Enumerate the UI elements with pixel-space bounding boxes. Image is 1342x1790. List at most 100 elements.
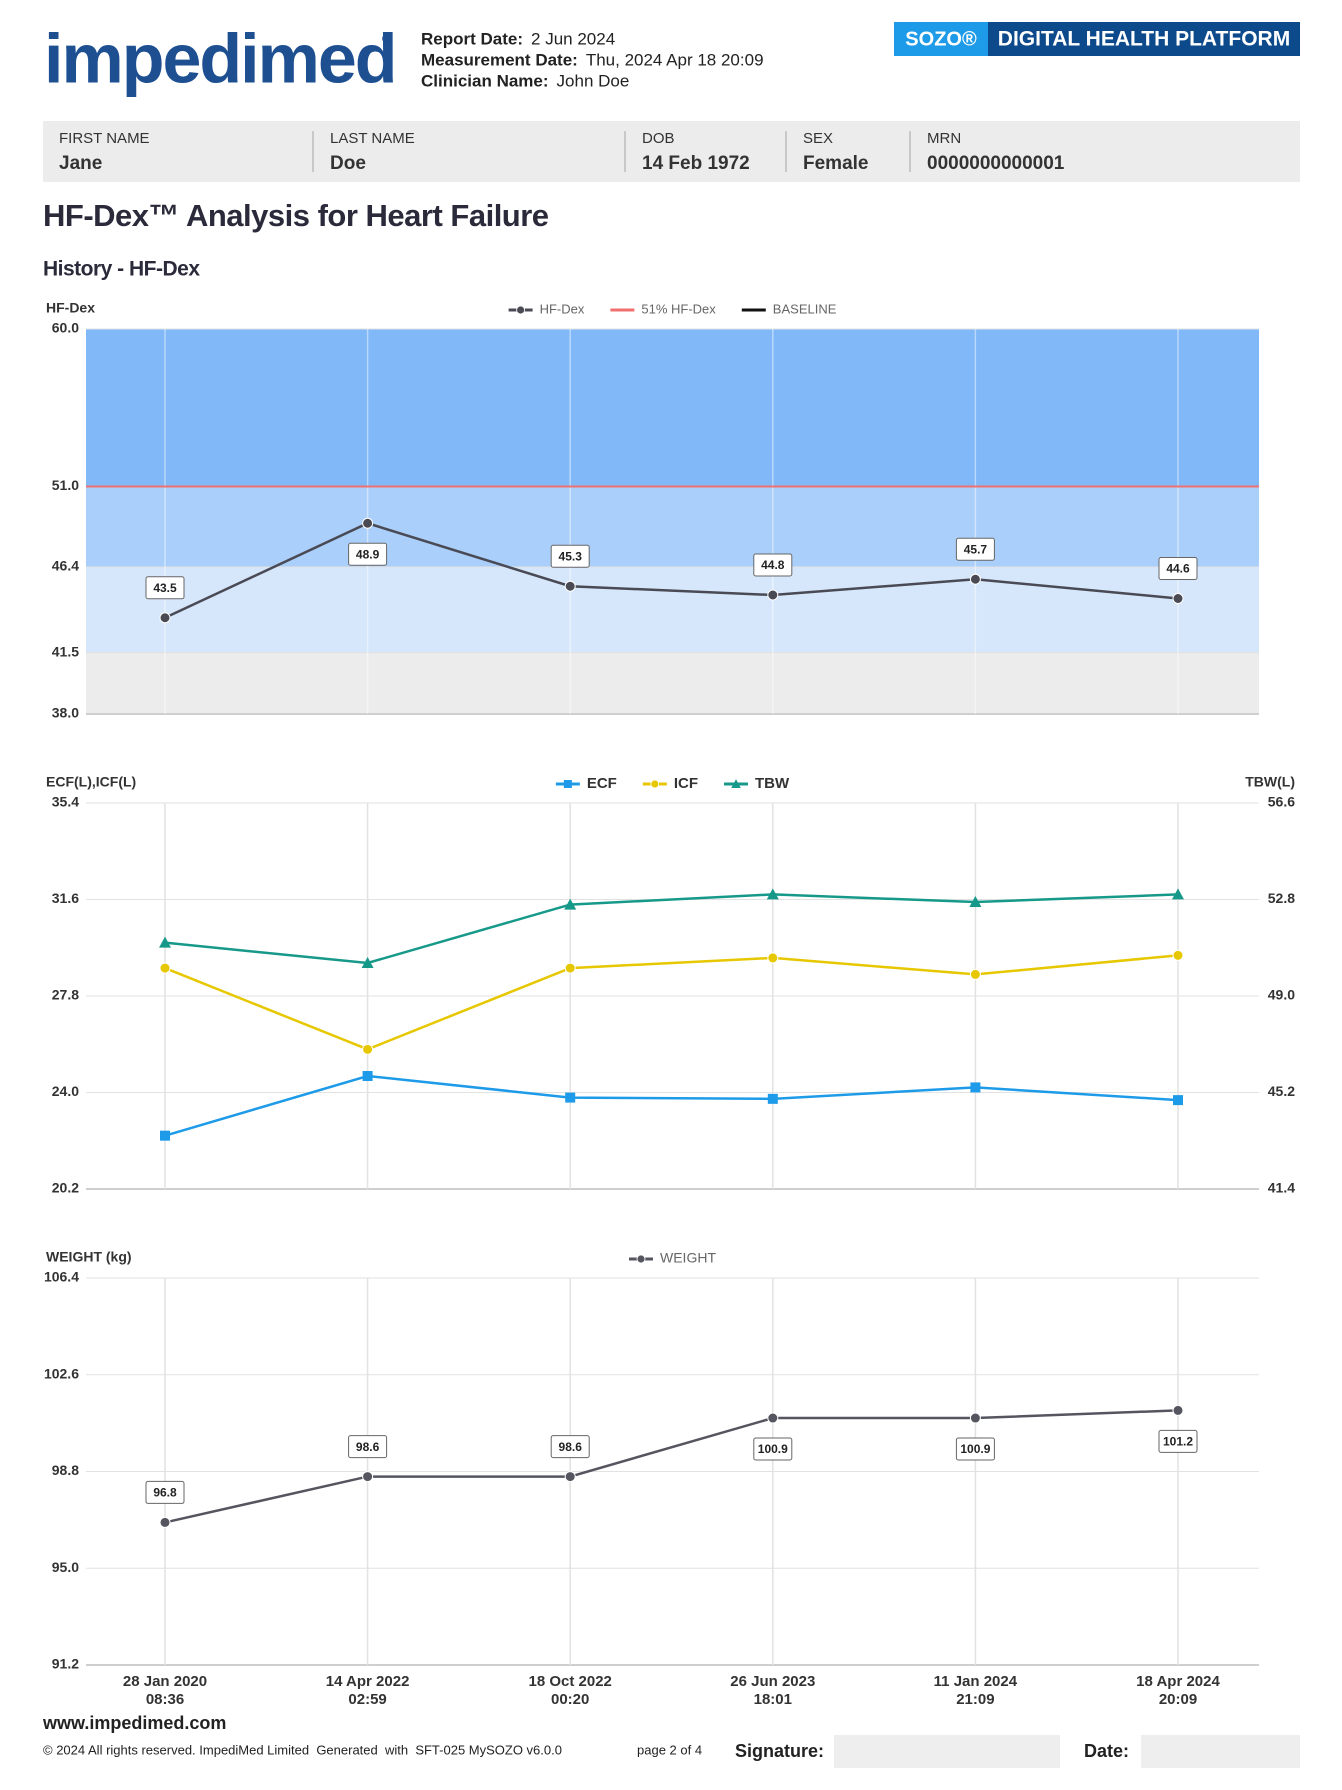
value-label: 43.5	[153, 581, 177, 595]
marker	[361, 956, 374, 968]
value-label-box	[955, 537, 995, 561]
value-label-box	[145, 1480, 185, 1504]
x-tick-label: 11 Jan 2024 21:09	[933, 1673, 1018, 1708]
marker	[564, 962, 576, 974]
info-value: Thu, 2024 Apr 18 20:09	[586, 50, 764, 69]
value-label: 48.9	[356, 547, 380, 561]
info-label: Measurement Date:	[421, 50, 578, 69]
x-tick-label: 26 Jun 2023 18:01	[730, 1673, 816, 1708]
y2-tick-label: 41.4	[1268, 1180, 1295, 1196]
value-label: 98.6	[356, 1440, 380, 1454]
y-tick-label: 41.5	[52, 643, 79, 659]
patient-value: Jane	[59, 153, 102, 174]
x-tick-label: 28 Jan 2020 08:36	[122, 1673, 208, 1708]
patient-value: 0000000000001	[927, 153, 1065, 174]
y2-tick-label: 49.0	[1268, 987, 1295, 1003]
marker	[159, 962, 171, 974]
legend-label: HF-Dex	[540, 301, 585, 316]
info-label: Report Date:	[421, 29, 523, 48]
marker	[362, 1471, 374, 1483]
marker	[564, 580, 576, 592]
legend-marker	[516, 305, 526, 315]
page-number: page 2 of 4	[637, 1742, 702, 1757]
y-axis-title: HF-Dex	[46, 300, 95, 316]
badge-left-bg	[894, 22, 988, 56]
y-tick-label: 20.2	[52, 1180, 79, 1196]
marker	[1172, 593, 1184, 604]
y-tick-label: 27.8	[52, 987, 79, 1003]
info-value: John Doe	[557, 71, 630, 90]
patient-label: FIRST NAME	[59, 130, 150, 147]
marker	[970, 1082, 981, 1093]
zone-band	[86, 329, 1259, 487]
value-label-box	[348, 542, 388, 566]
marker	[767, 952, 779, 964]
badge-right-bg	[988, 22, 1300, 56]
value-label: 45.3	[559, 549, 583, 563]
logo-mark: ®	[382, 31, 393, 47]
marker	[1173, 1095, 1183, 1106]
info-value: 2 Jun 2024	[531, 29, 615, 48]
legend-label: 51% HF-Dex	[641, 301, 716, 316]
value-label: 100.9	[960, 1442, 990, 1456]
patient-value: 14 Feb 1972	[642, 153, 750, 174]
series-line	[164, 1074, 1179, 1137]
legend-label: TBW	[755, 775, 790, 792]
x-tick-label: 18 Oct 2022 00:20	[528, 1673, 612, 1708]
y-tick-label: 51.0	[52, 477, 79, 493]
legend-marker	[650, 779, 660, 789]
y2-tick-label: 52.8	[1268, 890, 1295, 906]
value-label-box	[550, 544, 590, 568]
patient-value: Doe	[330, 153, 366, 174]
page-title: HF-Dex™ Analysis for Heart Failure	[43, 198, 549, 233]
marker	[1172, 949, 1184, 961]
legend-label: ICF	[674, 775, 698, 792]
marker	[969, 1412, 981, 1424]
series-line	[164, 954, 1179, 1051]
value-label: 96.8	[153, 1486, 177, 1500]
zone-band	[86, 486, 1259, 567]
marker	[767, 1412, 779, 1424]
marker	[160, 1130, 170, 1141]
y-tick-label: 95.0	[52, 1559, 79, 1575]
marker	[159, 612, 171, 624]
marker	[969, 896, 982, 908]
y-tick-label: 31.6	[52, 890, 79, 906]
section-title: History - HF-Dex	[43, 258, 200, 281]
patient-bar	[43, 121, 1300, 182]
y2-axis-title: TBW(L)	[1245, 774, 1295, 790]
legend: ECF ICF TBW	[555, 775, 790, 792]
value-label-box	[753, 1437, 793, 1461]
y2-tick-label: 45.2	[1268, 1083, 1295, 1099]
info-label: Clinician Name:	[421, 71, 549, 90]
badge-left: SOZO®	[905, 28, 977, 50]
patient-label: MRN	[927, 130, 961, 147]
marker	[159, 936, 171, 948]
legend-label: WEIGHT	[660, 1250, 716, 1266]
zone-band	[86, 652, 1259, 714]
legend: HF-Dex 51% HF-Dex BASELINE	[508, 301, 837, 316]
badge-right: DIGITAL HEALTH PLATFORM	[998, 28, 1290, 51]
value-label-box	[348, 1435, 388, 1459]
marker	[564, 898, 577, 910]
marker	[362, 1043, 374, 1055]
marker	[969, 573, 981, 585]
series-line	[164, 893, 1179, 965]
value-label: 44.6	[1166, 562, 1190, 576]
y-tick-label: 91.2	[52, 1656, 79, 1672]
marker	[1172, 1404, 1184, 1416]
y-tick-label: 98.8	[52, 1462, 79, 1478]
patient-label: SEX	[803, 130, 833, 147]
y-tick-label: 24.0	[52, 1083, 79, 1099]
value-label: 44.8	[761, 558, 785, 572]
value-label-box	[753, 553, 793, 577]
marker	[159, 1516, 171, 1528]
marker	[1172, 888, 1184, 900]
marker	[362, 1070, 373, 1081]
value-label-box	[1158, 1429, 1198, 1453]
series-line	[164, 521, 1179, 619]
value-label-box	[955, 1437, 995, 1461]
marker	[766, 888, 779, 900]
